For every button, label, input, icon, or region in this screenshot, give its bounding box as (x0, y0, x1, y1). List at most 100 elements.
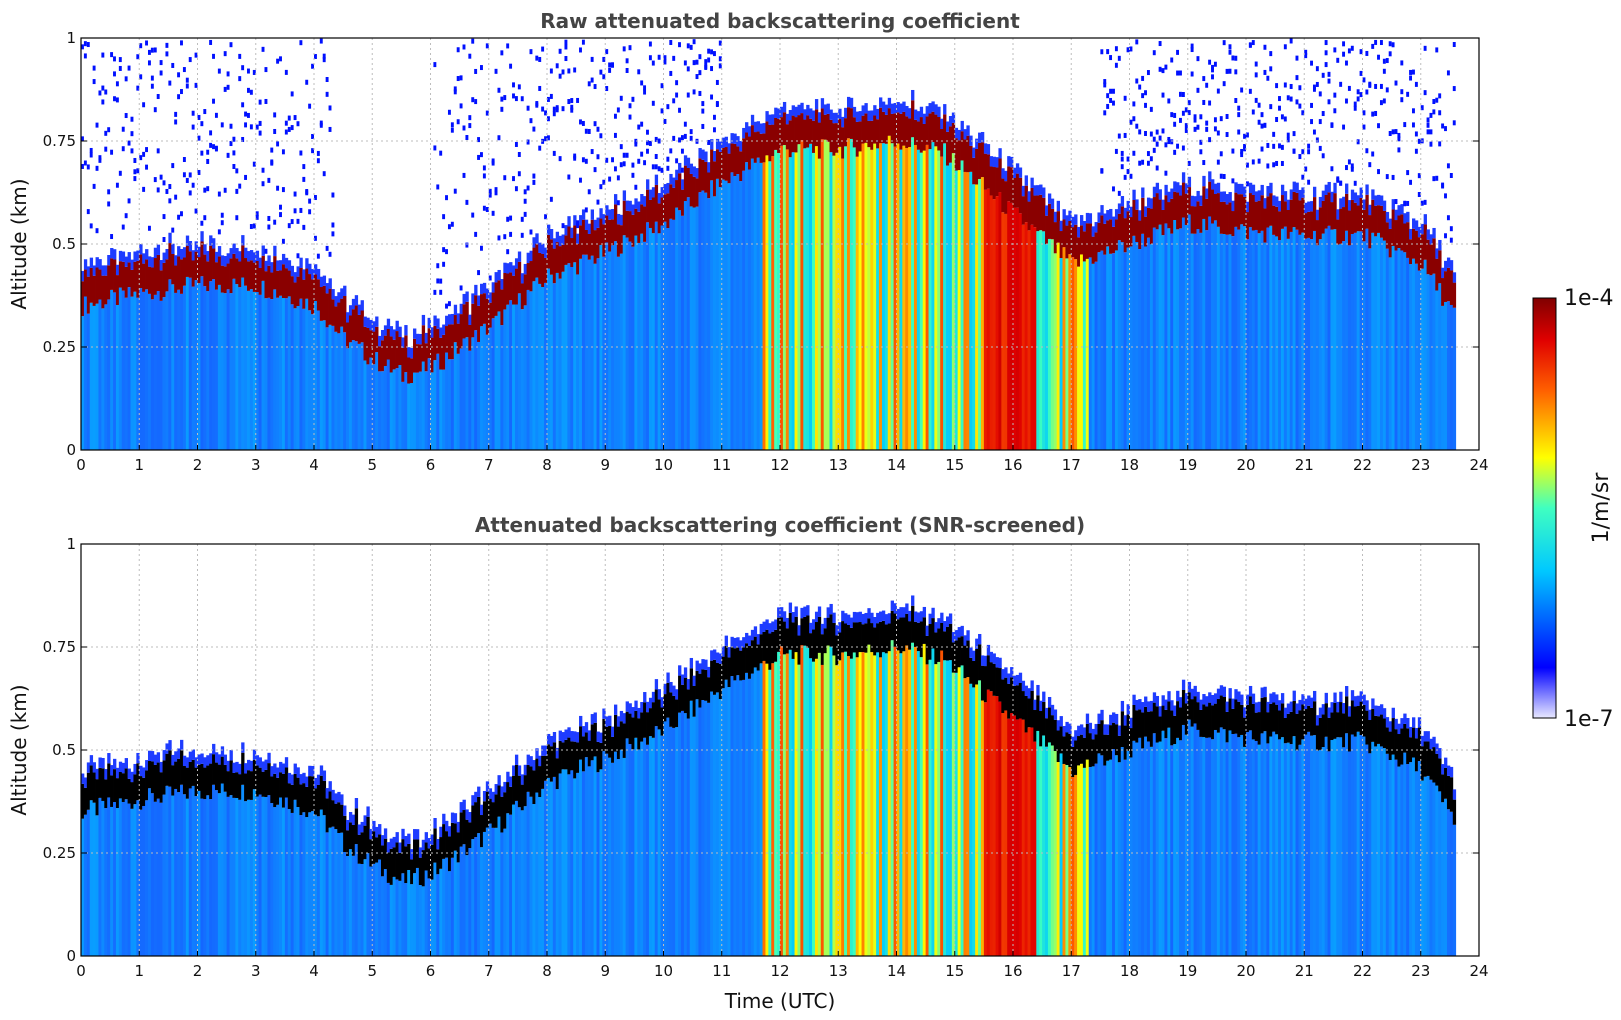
heatmap-noise (1205, 82, 1209, 88)
heatmap-band (541, 755, 545, 789)
heatmap-noise (147, 60, 151, 66)
heatmap-column (235, 284, 239, 450)
heatmap-noise (1257, 102, 1261, 108)
heatmap-edge (322, 275, 327, 286)
heatmap-edge (162, 252, 166, 263)
heatmap-band (162, 760, 166, 795)
heatmap-band (340, 804, 344, 833)
heatmap-band (410, 859, 414, 885)
heatmap-edge (1196, 190, 1200, 202)
heatmap-edge (972, 650, 976, 661)
heatmap-column (1240, 734, 1244, 956)
heatmap-noise (150, 83, 154, 89)
heatmap-column (1254, 740, 1259, 956)
heatmap-band (887, 623, 892, 652)
heatmap-band (1365, 710, 1369, 745)
heatmap-noise (686, 92, 690, 98)
heatmap-noise (672, 135, 676, 141)
heatmap-column (692, 207, 696, 450)
heatmap-noise (643, 85, 647, 91)
heatmap-edge (334, 296, 338, 307)
heatmap-edge (1382, 200, 1387, 211)
heatmap-band (378, 834, 382, 860)
heatmap-column (547, 777, 551, 956)
heatmap-edge (1275, 694, 1279, 705)
heatmap-noise (1257, 158, 1261, 164)
heatmap-edge (363, 316, 367, 327)
heatmap-edge (118, 761, 123, 772)
heatmap-band (1272, 205, 1276, 235)
heatmap-noise (672, 98, 676, 104)
heatmap-noise (605, 86, 609, 92)
heatmap-band (1135, 710, 1139, 743)
heatmap-column (1015, 719, 1020, 956)
heatmap-noise (1117, 133, 1121, 139)
heatmap-noise (1205, 126, 1209, 132)
heatmap-noise (299, 150, 303, 156)
heatmap-column (1193, 233, 1197, 450)
heatmap-noise (1146, 160, 1150, 166)
heatmap-column (564, 264, 568, 450)
heatmap-noise (1126, 169, 1130, 175)
heatmap-band (715, 662, 720, 693)
heatmap-column (174, 292, 178, 450)
heatmap-edge (989, 651, 994, 663)
heatmap-column (1429, 275, 1433, 450)
heatmap-noise (150, 47, 154, 53)
heatmap-band (1126, 211, 1130, 248)
heatmap-band (247, 770, 251, 800)
heatmap-column (1374, 236, 1378, 450)
heatmap-noise (200, 220, 204, 226)
heatmap-noise (474, 68, 478, 74)
heatmap-band (302, 783, 306, 813)
heatmap-noise (646, 148, 649, 154)
heatmap-edge (1283, 707, 1288, 718)
heatmap-noise (558, 156, 562, 162)
heatmap-band (1158, 716, 1162, 742)
heatmap-noise (643, 160, 647, 166)
heatmap-band (153, 764, 158, 802)
heatmap-column (121, 290, 126, 450)
heatmap-edge (247, 759, 251, 771)
heatmap-noise (1289, 38, 1293, 44)
heatmap-noise (276, 185, 280, 191)
heatmap-noise (584, 158, 588, 164)
heatmap-noise (1394, 80, 1398, 86)
heatmap-column (715, 178, 720, 450)
heatmap-column (902, 145, 906, 450)
heatmap-column (611, 245, 615, 450)
heatmap-band (1152, 702, 1157, 734)
heatmap-edge (255, 755, 260, 766)
heatmap-column (1292, 227, 1296, 450)
heatmap-band (651, 702, 656, 738)
heatmap-band (415, 839, 420, 868)
heatmap-noise (608, 62, 612, 68)
heatmap-band (1237, 701, 1241, 738)
heatmap-noise (182, 67, 186, 73)
heatmap-noise (1184, 123, 1188, 129)
heatmap-edge (756, 121, 761, 132)
heatmap-column (1240, 224, 1244, 450)
heatmap-noise (203, 109, 207, 115)
heatmap-noise (1420, 105, 1424, 111)
heatmap-edge (759, 623, 763, 635)
x-tick-label: 0 (76, 962, 86, 980)
heatmap-band (852, 622, 857, 653)
heatmap-edge (1359, 187, 1363, 198)
heatmap-noise (1184, 127, 1188, 133)
heatmap-edge (552, 732, 557, 743)
heatmap-column (794, 152, 798, 450)
heatmap-noise (538, 145, 542, 151)
heatmap-noise (1202, 76, 1206, 82)
heatmap-column (849, 658, 854, 956)
heatmap-column (625, 237, 629, 450)
heatmap-column (1190, 233, 1194, 450)
heatmap-band (1266, 196, 1270, 228)
heatmap-noise (287, 126, 291, 132)
heatmap-column (1397, 248, 1401, 450)
heatmap-edge (1059, 220, 1063, 232)
heatmap-noise (523, 189, 527, 195)
heatmap-band (1409, 737, 1413, 763)
heatmap-column (823, 139, 827, 450)
heatmap-noise (1109, 55, 1113, 61)
